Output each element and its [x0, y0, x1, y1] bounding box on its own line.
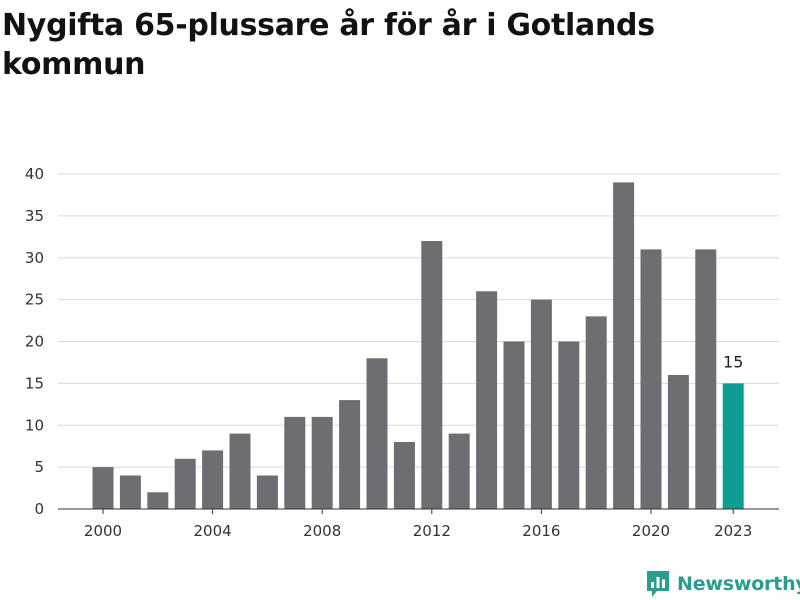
y-tick-label: 15 — [25, 374, 44, 392]
bar-2020 — [640, 249, 662, 509]
bar-2008 — [311, 416, 333, 509]
bar-2018 — [585, 316, 607, 509]
bar-2012 — [421, 241, 443, 509]
bar-2019 — [613, 182, 635, 509]
x-tick-label: 2008 — [303, 522, 341, 540]
x-tick-label: 2012 — [413, 522, 451, 540]
bar-2003 — [174, 458, 196, 510]
bar-2005 — [229, 433, 251, 509]
y-tick-label: 35 — [25, 207, 44, 225]
y-tick-label: 40 — [25, 165, 44, 183]
bar-2007 — [284, 416, 306, 509]
x-tick-label: 2000 — [84, 522, 122, 540]
bar-2004 — [202, 450, 224, 509]
y-tick-label: 0 — [34, 500, 44, 518]
bar-2013 — [448, 433, 470, 509]
bar-2002 — [147, 492, 169, 510]
bar-2009 — [339, 400, 361, 509]
y-tick-label: 30 — [25, 249, 44, 267]
bar-2015 — [503, 341, 525, 509]
chart-title: Nygifta 65-plussare år för år i Gotlands… — [2, 8, 655, 82]
bar-2001 — [119, 475, 141, 509]
bar-2014 — [476, 291, 498, 510]
x-tick-label: 2020 — [632, 522, 670, 540]
bar-2011 — [393, 442, 415, 509]
data-label-2023: 15 — [723, 352, 743, 371]
brand-name: Newsworthy — [677, 573, 800, 595]
bar-2021 — [667, 375, 689, 509]
newsworthy-logo: Newsworthy — [645, 569, 800, 599]
x-tick-label: 2023 — [714, 522, 752, 540]
bar-2016 — [530, 299, 552, 509]
bar-2022 — [695, 249, 717, 509]
bar-2000 — [92, 467, 114, 509]
y-tick-label: 20 — [25, 333, 44, 351]
bar-chart-logo-icon — [647, 571, 669, 597]
bar-2006 — [256, 475, 278, 509]
y-tick-label: 5 — [34, 458, 44, 476]
x-tick-label: 2016 — [522, 522, 560, 540]
y-tick-label: 10 — [25, 416, 44, 434]
bar-2010 — [366, 358, 388, 510]
y-tick-label: 25 — [25, 291, 44, 309]
x-tick-label: 2004 — [194, 522, 232, 540]
bar-2023 — [722, 383, 744, 509]
bar-2017 — [558, 341, 580, 509]
